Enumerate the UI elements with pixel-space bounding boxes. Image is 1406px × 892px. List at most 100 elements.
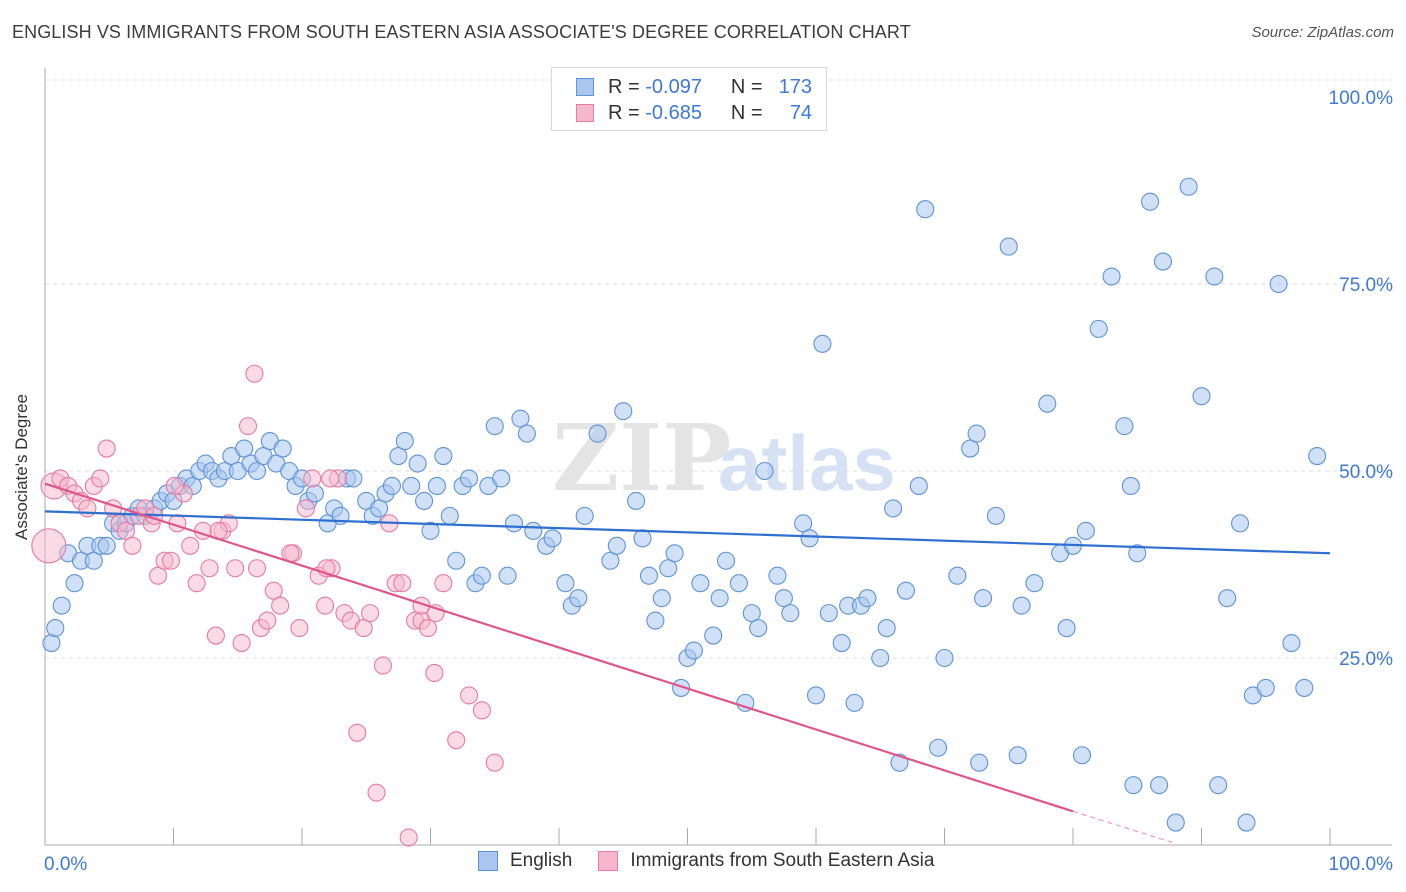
english-point [1072, 746, 1092, 765]
english-point [440, 506, 459, 525]
y-tick-label: 100.0% [1329, 88, 1394, 109]
english-point [459, 469, 479, 488]
x-tick-label: 100.0% [1329, 854, 1394, 875]
english-point [858, 589, 877, 608]
sea-point [181, 536, 200, 555]
sea-trend-line [44, 482, 1074, 813]
n-value: 74 [789, 101, 813, 124]
english-point [1089, 319, 1108, 338]
english-point [813, 334, 832, 353]
sea-point [258, 611, 277, 630]
english-point [768, 566, 787, 585]
legend-item-english[interactable]: English [478, 850, 572, 872]
english-point [42, 633, 61, 653]
english-point [543, 529, 562, 548]
english-point [704, 626, 723, 645]
english-point [485, 417, 504, 436]
english-point [1237, 813, 1256, 832]
legend-row-english: R = -0.097 N = 173 [576, 75, 812, 99]
y-axis-title: Associate's Degree [12, 394, 31, 540]
legend-label-sea: Immigrants from South Eastern Asia [630, 850, 935, 871]
english-point [716, 551, 736, 570]
english-point [986, 506, 1005, 525]
english-point [1231, 514, 1250, 533]
tick-labels: 25.0% 50.0% 75.0% 100.0% 0.0% 100.0% [44, 88, 1393, 875]
english-points [42, 177, 1327, 832]
watermark-atlas: atlas [718, 419, 896, 507]
sea-point [97, 439, 116, 458]
english-point [472, 566, 491, 585]
english-point [665, 544, 684, 563]
english-point [235, 439, 254, 458]
sea-point [245, 364, 264, 383]
english-point [1179, 177, 1198, 196]
english-point [370, 499, 389, 518]
english-point [421, 521, 440, 540]
n-label: N = [730, 101, 763, 124]
english-point [1153, 252, 1172, 271]
english-point [84, 551, 103, 570]
sea-point [303, 469, 322, 488]
english-point [871, 648, 890, 668]
english-point [517, 424, 536, 443]
english-point [755, 461, 774, 481]
sea-point [238, 417, 258, 436]
english-point [1192, 387, 1211, 406]
english-point [1025, 574, 1044, 593]
english-swatch [576, 78, 594, 96]
legend-item-sea[interactable]: Immigrants from South Eastern Asia [598, 850, 934, 872]
r-label: R = [608, 101, 640, 124]
english-point [1008, 746, 1027, 765]
correlation-legend: R = -0.097 N = 173 R = -0.685 N = 74 [551, 67, 827, 131]
english-point [800, 529, 819, 548]
english-point [492, 469, 511, 488]
sea-point [161, 551, 180, 570]
english-point [970, 753, 989, 772]
english-point [1218, 589, 1237, 608]
english-point [774, 589, 793, 608]
english-swatch [478, 851, 498, 871]
english-point [382, 476, 402, 496]
english-point [877, 619, 896, 638]
english-point [646, 611, 665, 630]
sea-point [399, 828, 418, 847]
english-point [524, 521, 543, 540]
english-point [973, 589, 993, 608]
sea-point [149, 566, 168, 585]
sea-point [78, 499, 97, 518]
english-point [1012, 596, 1031, 615]
english-point [504, 514, 524, 533]
english-point [935, 648, 954, 668]
sea-point [271, 596, 290, 615]
english-point [781, 604, 800, 623]
english-point [46, 619, 65, 638]
english-point [948, 566, 967, 585]
english-point [65, 574, 84, 593]
english-point [1115, 417, 1134, 436]
english-point [909, 476, 928, 496]
sea-point [472, 701, 491, 720]
english-point [742, 604, 761, 623]
sea-swatch [598, 851, 619, 871]
legend-label-english: English [510, 850, 573, 871]
english-point [569, 589, 588, 608]
english-point [1308, 446, 1327, 466]
english-point [684, 641, 703, 660]
r-value: -0.685 [645, 101, 702, 124]
english-point [415, 491, 434, 510]
english-point [1282, 633, 1301, 653]
english-point [588, 424, 607, 443]
english-point [884, 499, 903, 518]
english-point [273, 439, 292, 458]
sea-point [361, 604, 380, 623]
sea-point [264, 581, 283, 600]
sea-swatch [576, 104, 594, 122]
sea-point [200, 559, 219, 578]
sea-point [187, 574, 206, 593]
sea-point [354, 619, 373, 638]
english-point [395, 432, 414, 451]
english-point [1038, 394, 1057, 413]
english-point [498, 566, 517, 585]
sea-point [373, 656, 393, 675]
